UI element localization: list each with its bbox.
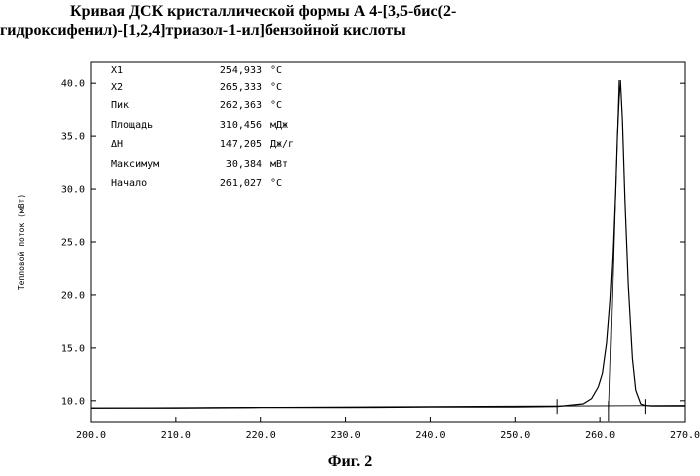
annotation-unit: °C	[270, 65, 282, 76]
y-tick-label: 15.0	[61, 343, 85, 354]
annotation-row: X1 254,933 °C	[111, 65, 282, 76]
annotation-unit: Дж/г	[270, 139, 294, 150]
onset-tangent	[608, 79, 620, 410]
annotation-row: X2 265,333 °C	[111, 82, 282, 93]
x-tick-label: 270.0	[670, 430, 700, 441]
annotation-unit: мДж	[270, 120, 288, 131]
annotation-value: 310,456	[220, 120, 262, 131]
y-tick-label: 20.0	[61, 290, 85, 301]
annotation-label: ΔH	[111, 139, 123, 150]
y-tick-label: 10.0	[61, 396, 85, 407]
annotation-value: 265,333	[220, 82, 262, 93]
integration-markers	[556, 79, 646, 422]
y-axis-label: Тепловой поток (мВт)	[17, 194, 26, 290]
x-tick-label: 260.0	[585, 430, 615, 441]
annotation-unit: °C	[270, 178, 282, 189]
annotation-value: 147,205	[220, 139, 262, 150]
annotation-value: 30,384	[226, 159, 262, 170]
annotation-value: 254,933	[220, 65, 262, 76]
y-tick-label: 25.0	[61, 238, 85, 249]
annotation-label: X2	[111, 82, 123, 93]
y-tick-label: 40.0	[61, 79, 85, 90]
y-tick-label: 30.0	[61, 185, 85, 196]
annotation-value: 262,363	[220, 100, 262, 111]
dsc-curve	[91, 79, 685, 409]
annotation-label: Пик	[111, 100, 129, 111]
annotation-unit: мВт	[270, 159, 288, 170]
annotation-label: Площадь	[111, 120, 153, 131]
x-tick-label: 250.0	[500, 430, 530, 441]
annotation-row: Площадь 310,456 мДж	[111, 120, 288, 131]
x-tick-label: 220.0	[246, 430, 276, 441]
y-axis: 10.0 15.0 20.0 25.0 30.0 35.0 40.0	[61, 79, 685, 407]
chart-title-line-2: гидроксифенил)-[1,2,4]триазол-1-ил]бензо…	[0, 22, 406, 39]
annotation-label: Максимум	[111, 159, 159, 170]
annotation-row: Максимум 30,384 мВт	[111, 159, 288, 170]
curves	[90, 79, 686, 409]
plot-frame	[90, 61, 686, 423]
annotation-row: ΔH 147,205 Дж/г	[111, 139, 294, 150]
chart-title-line-1: Кривая ДСК кристаллической формы А 4-[3,…	[70, 3, 457, 20]
annotation-unit: °C	[270, 100, 282, 111]
annotation-row: Начало 261,027 °C	[111, 178, 282, 189]
x-axis: 200.0 210.0 220.0 230.0 240.0 250.0 260.0 270.0	[76, 417, 700, 441]
annotation-row: Пик 262,363 °C	[111, 100, 282, 111]
y-tick-label: 35.0	[61, 132, 85, 143]
annotation-label: X1	[111, 65, 123, 76]
x-tick-label: 240.0	[415, 430, 445, 441]
annotation-label: Начало	[111, 178, 147, 189]
baseline-line	[90, 405, 686, 409]
chart-title: Кривая ДСК кристаллической формы А 4-[3,…	[0, 2, 700, 40]
x-tick-label: 200.0	[76, 430, 106, 441]
annotation-table: X1 254,933 °C X2 265,333 °C Пик 262,363 °C Площад…	[111, 65, 294, 189]
x-tick-label: 230.0	[331, 430, 361, 441]
annotation-value: 261,027	[220, 178, 262, 189]
x-tick-label: 210.0	[161, 430, 191, 441]
figure-caption: Фиг. 2	[327, 453, 373, 470]
annotation-unit: °C	[270, 82, 282, 93]
